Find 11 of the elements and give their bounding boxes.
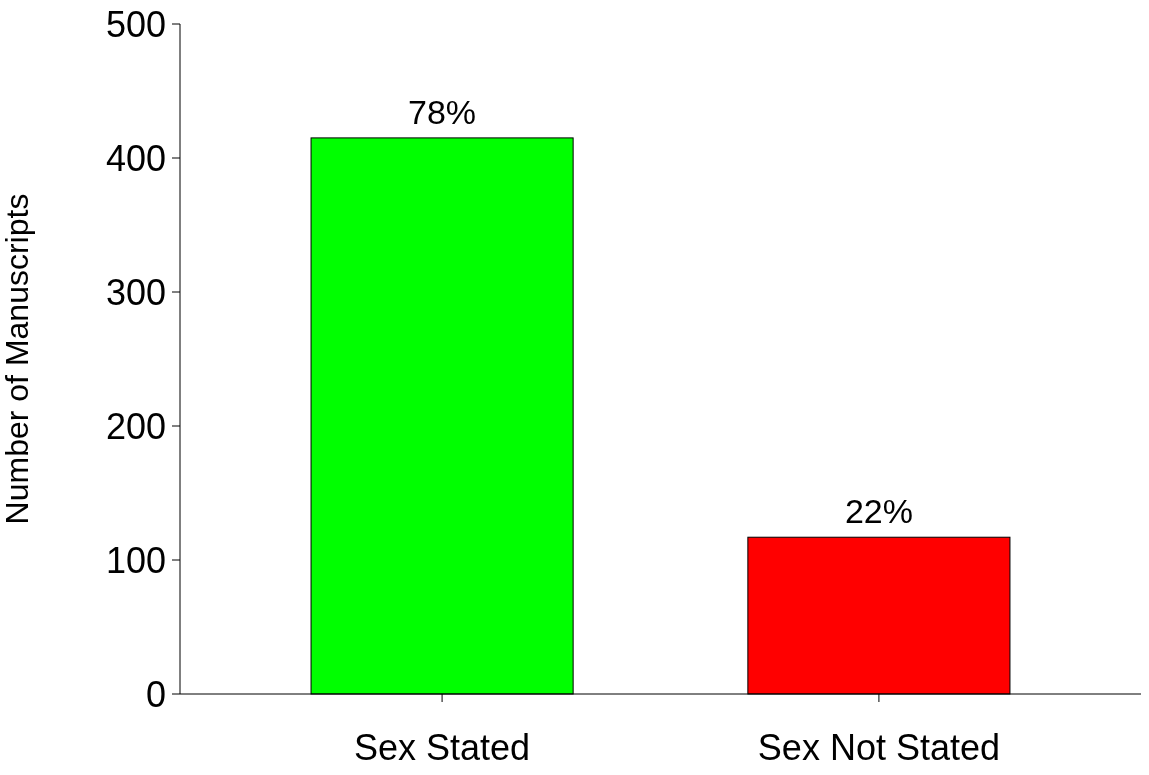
y-tick-label: 100 — [105, 539, 166, 581]
x-tick-label: Sex Not Stated — [757, 727, 1000, 768]
annotation: 78% — [408, 92, 477, 131]
y-tick-label: 200 — [105, 405, 166, 447]
x-tick-label: Sex Stated — [354, 727, 531, 768]
y-tick-label: 300 — [105, 271, 166, 313]
y-axis-title: Number of Manuscripts — [0, 193, 35, 525]
y-tick-label: 500 — [105, 3, 166, 45]
y-tick-label: 400 — [105, 137, 166, 179]
annotation: 22% — [844, 492, 913, 531]
y-tick-label: 0 — [145, 673, 166, 715]
